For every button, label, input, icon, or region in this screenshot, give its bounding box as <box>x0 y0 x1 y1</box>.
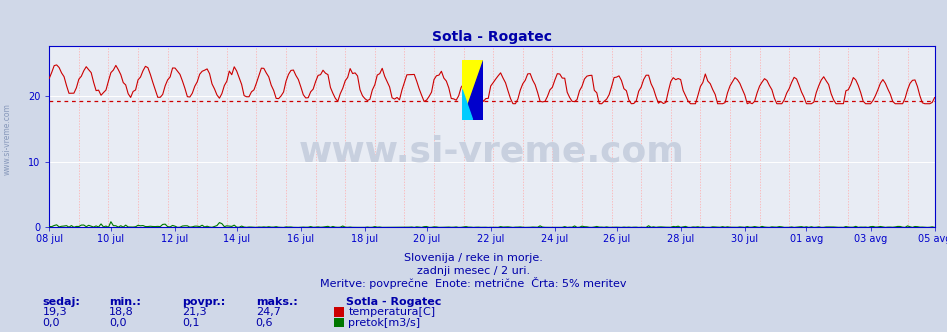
Text: temperatura[C]: temperatura[C] <box>348 307 436 317</box>
Text: 0,6: 0,6 <box>256 318 273 328</box>
Text: min.:: min.: <box>109 297 141 307</box>
Text: 21,3: 21,3 <box>182 307 206 317</box>
Text: 19,3: 19,3 <box>43 307 67 317</box>
Text: povpr.:: povpr.: <box>182 297 225 307</box>
Title: Sotla - Rogatec: Sotla - Rogatec <box>432 30 552 44</box>
Text: pretok[m3/s]: pretok[m3/s] <box>348 318 420 328</box>
Text: www.si-vreme.com: www.si-vreme.com <box>3 104 12 175</box>
Text: 18,8: 18,8 <box>109 307 134 317</box>
Polygon shape <box>462 60 483 120</box>
Polygon shape <box>462 60 483 120</box>
Text: 0,0: 0,0 <box>43 318 60 328</box>
Polygon shape <box>462 90 473 120</box>
Text: Meritve: povprečne  Enote: metrične  Črta: 5% meritev: Meritve: povprečne Enote: metrične Črta:… <box>320 277 627 289</box>
Text: sedaj:: sedaj: <box>43 297 80 307</box>
Text: Sotla - Rogatec: Sotla - Rogatec <box>346 297 441 307</box>
Text: 24,7: 24,7 <box>256 307 280 317</box>
Text: zadnji mesec / 2 uri.: zadnji mesec / 2 uri. <box>417 266 530 276</box>
Text: 0,1: 0,1 <box>182 318 199 328</box>
Text: maks.:: maks.: <box>256 297 297 307</box>
Text: www.si-vreme.com: www.si-vreme.com <box>299 134 685 168</box>
Text: Slovenija / reke in morje.: Slovenija / reke in morje. <box>404 253 543 263</box>
Text: 0,0: 0,0 <box>109 318 126 328</box>
